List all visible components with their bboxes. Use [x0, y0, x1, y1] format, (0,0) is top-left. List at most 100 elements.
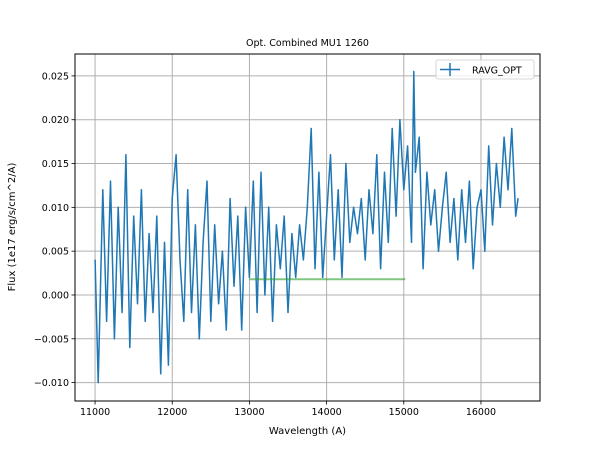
data-point [445, 171, 447, 173]
data-point [244, 206, 247, 208]
data-point [283, 215, 285, 217]
data-point [434, 189, 436, 191]
data-point [461, 189, 463, 191]
data-point [136, 303, 139, 305]
data-point [380, 268, 382, 270]
data-point [248, 276, 251, 279]
data-point [372, 233, 374, 235]
data-point [345, 162, 347, 165]
data-point [318, 171, 320, 173]
data-point [495, 162, 497, 165]
data-point [364, 259, 366, 261]
data-point [125, 154, 127, 156]
data-point [360, 197, 362, 200]
data-point [422, 268, 424, 270]
x-tick-label: 11000 [80, 407, 110, 418]
data-point [163, 241, 166, 243]
data-point [187, 189, 189, 191]
legend-box [435, 59, 535, 80]
data-point [121, 311, 123, 314]
data-point [329, 154, 332, 156]
y-tick-label: 0.020 [42, 115, 69, 126]
data-point [202, 241, 204, 243]
x-tick-label: 16000 [466, 407, 496, 418]
data-point [399, 119, 401, 121]
y-tick-label: −0.010 [34, 378, 69, 389]
data-point [140, 189, 142, 191]
data-point [453, 197, 455, 200]
data-point [468, 180, 470, 182]
data-point [241, 329, 243, 331]
data-point [484, 250, 486, 252]
data-point [175, 154, 177, 156]
data-point [183, 320, 185, 322]
data-point [310, 127, 312, 130]
data-point [507, 189, 509, 191]
data-point [229, 197, 231, 200]
y-tick-label: 0.015 [42, 159, 69, 170]
data-point [511, 127, 513, 130]
data-point [256, 311, 258, 314]
data-point [476, 206, 478, 208]
x-tick-label: 13000 [234, 407, 264, 418]
data-point [368, 189, 370, 191]
data-point [252, 180, 254, 182]
data-point [260, 171, 262, 173]
data-point [441, 206, 443, 208]
data-point [480, 189, 482, 191]
legend-label-ravg-opt: RAVG_OPT [472, 66, 522, 77]
data-point [190, 311, 193, 314]
data-point [94, 259, 96, 261]
plot-frame [74, 53, 541, 402]
data-point [322, 276, 324, 279]
data-point [179, 259, 181, 261]
data-point [488, 145, 490, 147]
chart-title: Opt. Combined MU1 1260 [246, 38, 369, 49]
x-axis-label: Wavelength (A) [269, 426, 346, 437]
data-point [102, 189, 104, 191]
data-point [472, 268, 474, 270]
data-point [326, 215, 328, 217]
data-point [109, 180, 112, 182]
data-point [341, 276, 343, 279]
data-point [129, 346, 131, 349]
y-tick-label: −0.005 [34, 334, 69, 345]
data-point [391, 127, 393, 130]
x-axis: 11000 12000 13000 14000 15000 16000 [80, 401, 496, 418]
data-point [144, 320, 146, 322]
data-point [106, 320, 108, 322]
data-point [206, 180, 208, 182]
data-point [117, 206, 119, 208]
data-point [337, 189, 339, 191]
data-point [376, 154, 378, 156]
data-point [464, 241, 467, 243]
series-layer [94, 70, 519, 384]
data-point [403, 189, 405, 191]
data-point [414, 171, 416, 173]
data-point [271, 320, 274, 322]
data-point [426, 171, 428, 173]
data-point [413, 70, 415, 73]
y-tick-label: 0.005 [42, 247, 69, 258]
data-point [333, 259, 335, 261]
data-point [407, 145, 409, 147]
data-point [221, 250, 224, 252]
data-point [395, 215, 397, 217]
data-point [275, 224, 278, 226]
data-point [113, 338, 115, 340]
legend: RAVG_OPT [435, 59, 535, 80]
data-point [517, 197, 519, 200]
data-point [430, 224, 432, 226]
data-point [314, 268, 316, 270]
x-tick-label: 14000 [311, 407, 341, 418]
data-point [302, 259, 305, 261]
y-axis-label: Flux (1e17 erg/s/cm^2/A) [7, 163, 18, 292]
data-point [295, 276, 297, 279]
data-point [457, 259, 459, 261]
y-tick-label: 0.000 [42, 290, 69, 301]
grid [75, 54, 540, 401]
data-point [194, 224, 196, 226]
data-point [171, 197, 173, 200]
data-point [217, 303, 220, 305]
